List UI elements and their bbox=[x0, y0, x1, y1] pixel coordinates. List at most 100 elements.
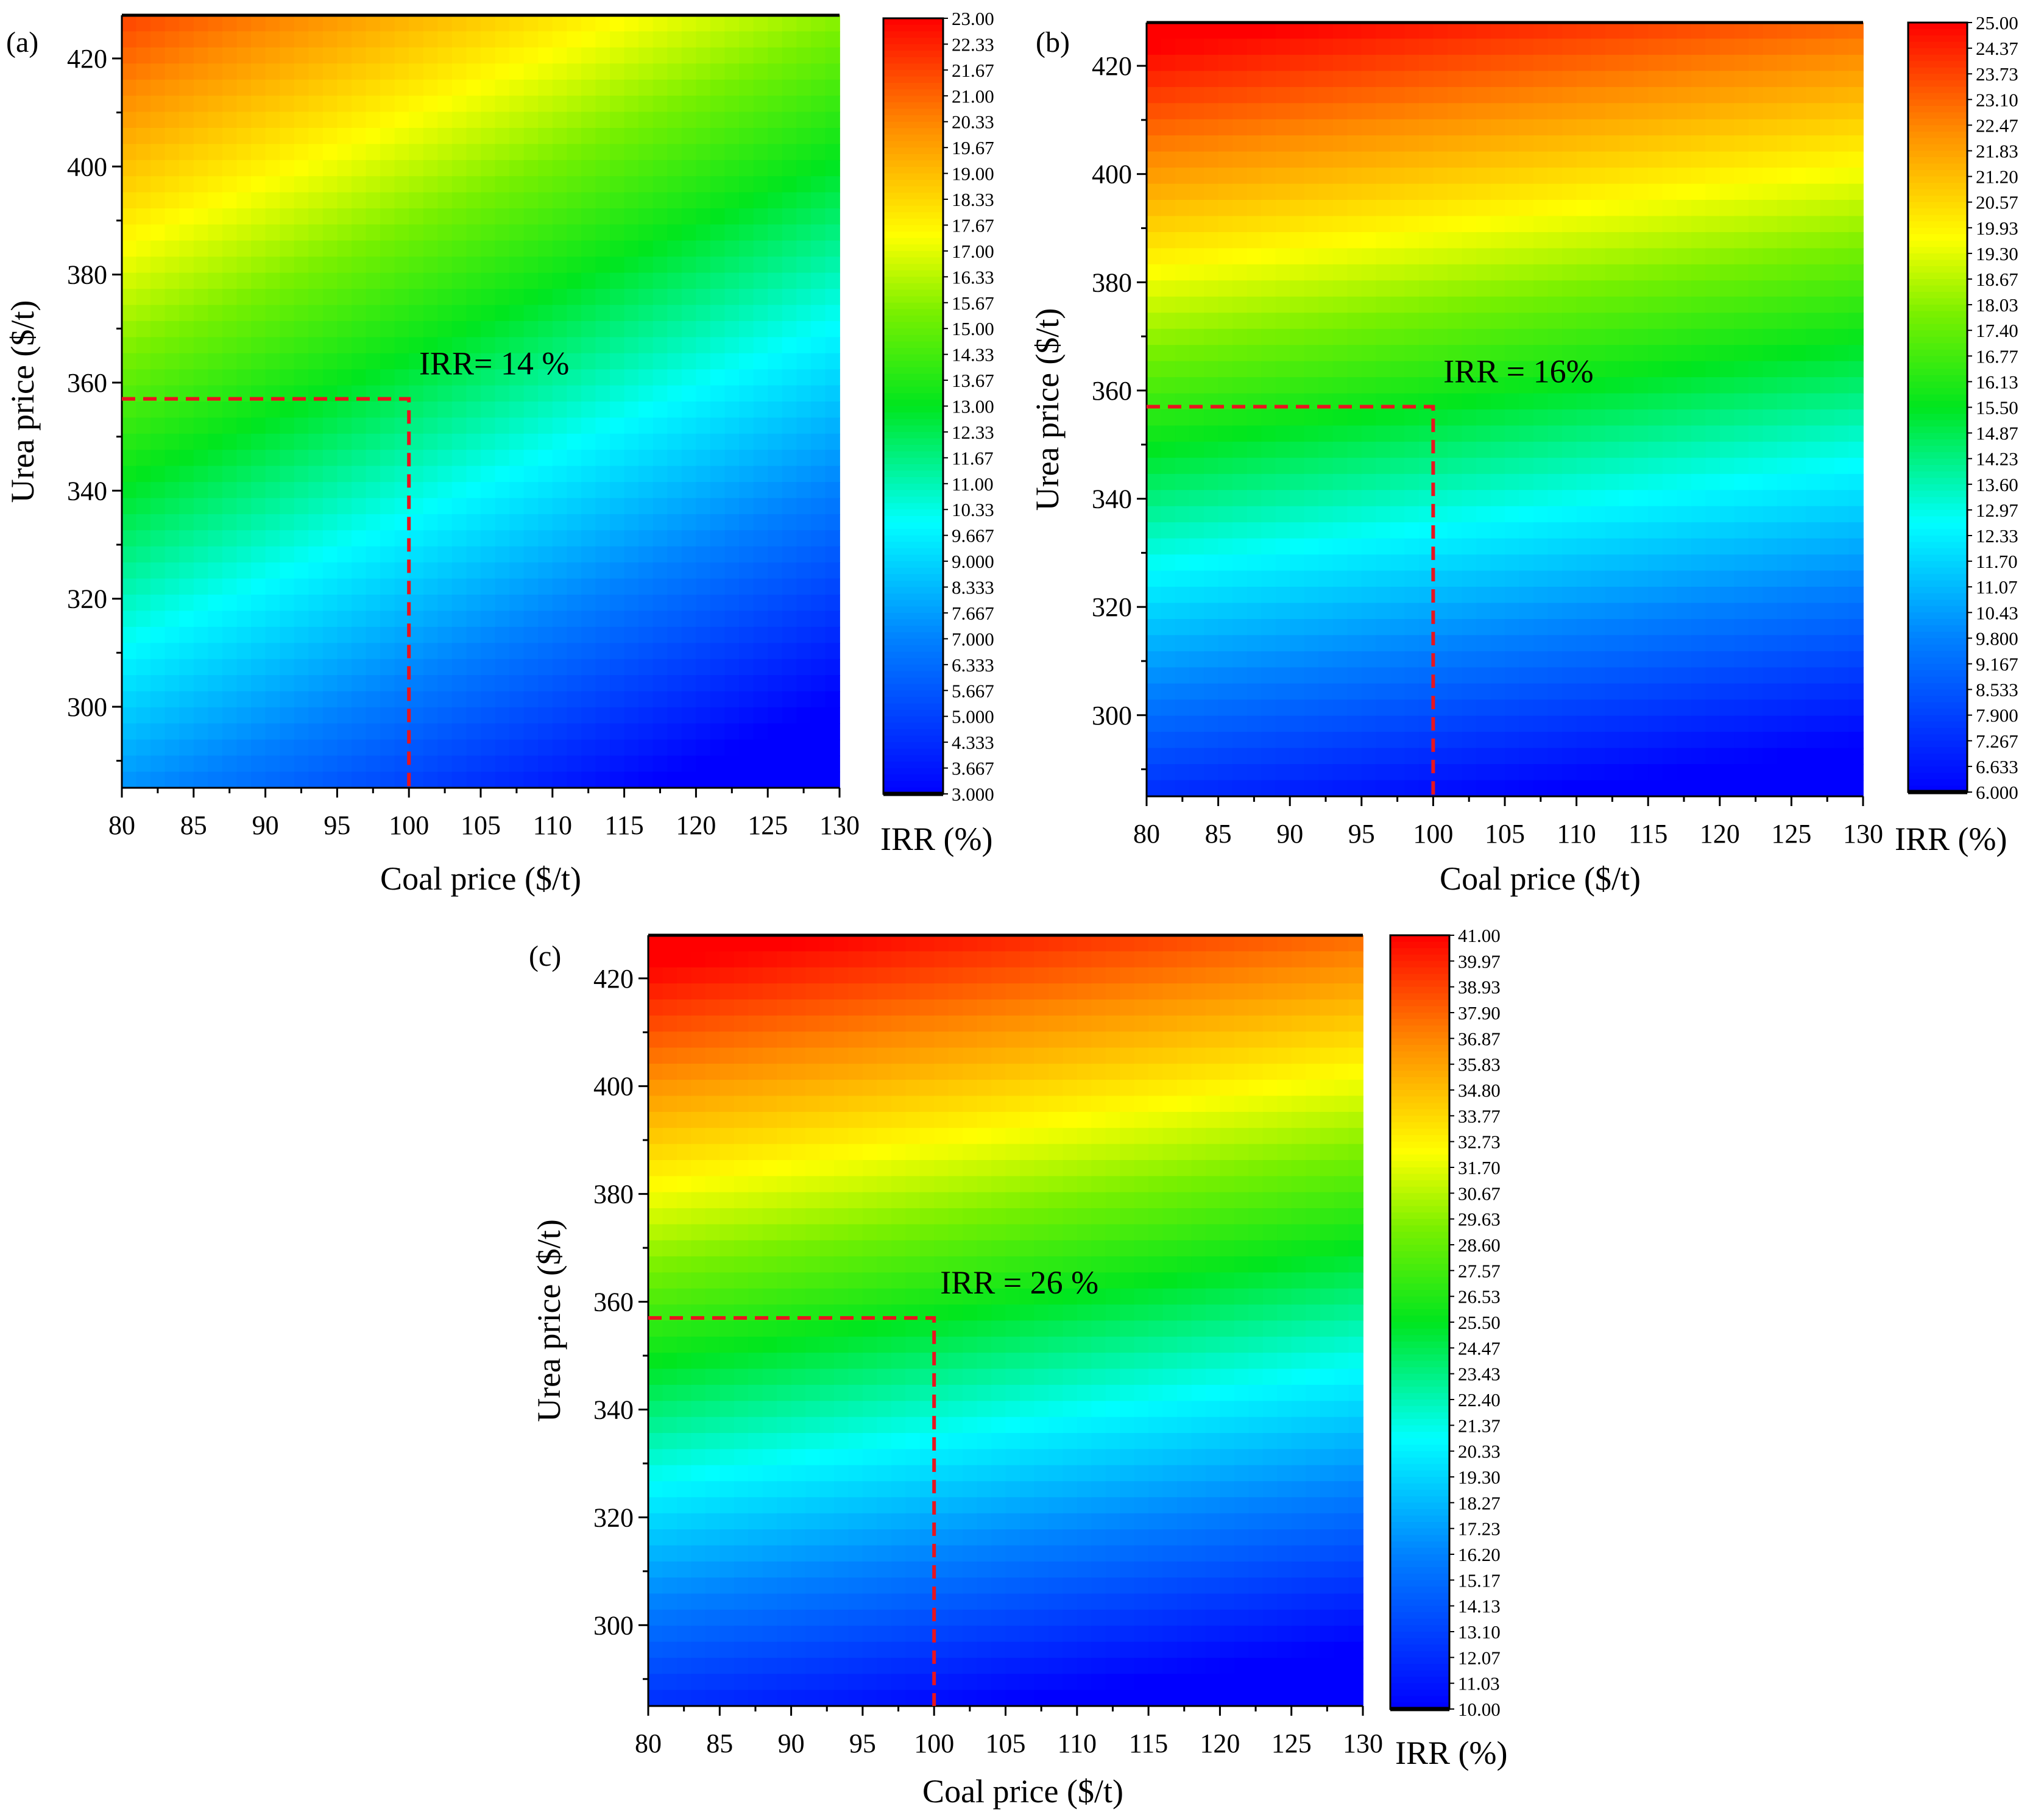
heatmap-cell bbox=[495, 337, 511, 354]
heatmap-cell bbox=[1834, 313, 1850, 330]
heatmap-cell bbox=[753, 208, 769, 225]
heatmap-cell bbox=[1662, 345, 1678, 362]
heatmap-cell bbox=[523, 595, 539, 612]
heatmap-cell bbox=[308, 707, 324, 724]
heatmap-cell bbox=[1147, 200, 1162, 217]
heatmap-cell bbox=[1189, 570, 1204, 587]
heatmap-cell bbox=[1820, 699, 1835, 717]
heatmap-cell bbox=[1204, 168, 1219, 185]
heatmap-cell bbox=[394, 707, 410, 724]
heatmap-cell bbox=[1376, 748, 1391, 765]
heatmap-cell bbox=[122, 562, 137, 579]
heatmap-cell bbox=[1304, 506, 1320, 523]
colorbar-band bbox=[883, 658, 943, 665]
heatmap-cell bbox=[810, 31, 826, 48]
heatmap-cell bbox=[624, 192, 640, 209]
heatmap-cell bbox=[567, 176, 582, 193]
heatmap-cell bbox=[1691, 328, 1706, 346]
heatmap-cell bbox=[193, 610, 209, 628]
colorbar-band bbox=[883, 218, 943, 226]
heatmap-cell bbox=[1547, 38, 1563, 55]
heatmap-cell bbox=[1261, 458, 1276, 475]
heatmap-cell bbox=[1261, 313, 1276, 330]
heatmap-cell bbox=[538, 272, 553, 289]
heatmap-cell bbox=[351, 353, 367, 370]
colorbar-band bbox=[883, 735, 943, 743]
heatmap-cell bbox=[509, 144, 525, 161]
heatmap-cell bbox=[1232, 618, 1248, 636]
colorbar-band bbox=[883, 18, 943, 26]
heatmap-cell bbox=[710, 79, 726, 96]
heatmap-cell bbox=[1777, 554, 1792, 572]
heatmap-cell bbox=[193, 272, 209, 289]
heatmap-cell bbox=[122, 208, 137, 225]
heatmap-cell bbox=[308, 320, 324, 338]
heatmap-cell bbox=[1261, 264, 1276, 281]
heatmap-cell bbox=[409, 610, 424, 628]
heatmap-cell bbox=[265, 626, 281, 644]
heatmap-cell bbox=[1619, 248, 1635, 265]
heatmap-cell bbox=[1175, 103, 1190, 120]
heatmap-cell bbox=[481, 272, 496, 289]
heatmap-cell bbox=[1763, 425, 1778, 442]
heatmap-cell bbox=[322, 31, 338, 48]
heatmap-cell bbox=[236, 417, 252, 434]
heatmap-cell bbox=[380, 15, 395, 32]
heatmap-cell bbox=[351, 756, 367, 773]
heatmap-cell bbox=[681, 289, 697, 306]
heatmap-cell bbox=[1275, 103, 1291, 120]
heatmap-cell bbox=[1805, 441, 1821, 459]
heatmap-cell bbox=[1418, 635, 1434, 652]
heatmap-cell bbox=[710, 176, 726, 193]
heatmap-cell bbox=[1576, 441, 1592, 459]
heatmap-cell bbox=[1648, 23, 1663, 40]
heatmap-cell bbox=[1519, 151, 1534, 169]
heatmap-cell bbox=[208, 337, 223, 354]
heatmap-cell bbox=[739, 385, 754, 402]
heatmap-cell bbox=[1576, 603, 1592, 620]
heatmap-cell bbox=[1519, 200, 1534, 217]
heatmap-cell bbox=[1562, 732, 1577, 749]
heatmap-cell bbox=[1332, 280, 1348, 297]
heatmap-cell bbox=[1318, 38, 1334, 55]
heatmap-cell bbox=[193, 353, 209, 370]
heatmap-cell bbox=[1232, 715, 1248, 733]
heatmap-cell bbox=[179, 353, 194, 370]
heatmap-cell bbox=[423, 96, 439, 113]
heatmap-cell bbox=[423, 31, 439, 48]
heatmap-cell bbox=[552, 659, 568, 676]
heatmap-cell bbox=[437, 465, 453, 483]
heatmap-cell bbox=[1290, 458, 1305, 475]
heatmap-cell bbox=[437, 160, 453, 177]
heatmap-cell bbox=[552, 224, 568, 241]
heatmap-cell bbox=[1777, 538, 1792, 556]
heatmap-cell bbox=[753, 643, 769, 660]
colorbar-band bbox=[883, 742, 943, 749]
heatmap-cell bbox=[710, 369, 726, 386]
heatmap-cell bbox=[724, 79, 740, 96]
heatmap-cell bbox=[1705, 667, 1720, 684]
heatmap-cell bbox=[810, 562, 826, 579]
heatmap-cell bbox=[1433, 38, 1448, 55]
heatmap-cell bbox=[193, 675, 209, 692]
heatmap-cell bbox=[451, 353, 467, 370]
heatmap-cell bbox=[710, 595, 726, 612]
colorbar-band bbox=[883, 451, 943, 459]
heatmap-cell bbox=[1605, 345, 1621, 362]
heatmap-cell bbox=[1290, 313, 1305, 330]
heatmap-cell bbox=[136, 144, 152, 161]
heatmap-cell bbox=[552, 127, 568, 145]
heatmap-cell bbox=[1791, 168, 1806, 185]
heatmap-cell bbox=[610, 739, 625, 757]
heatmap-cell bbox=[825, 530, 840, 547]
heatmap-cell bbox=[1791, 216, 1806, 233]
heatmap-cell bbox=[1147, 699, 1162, 717]
heatmap-cell bbox=[1547, 651, 1563, 668]
heatmap-cell bbox=[1547, 71, 1563, 88]
heatmap-cell bbox=[1347, 361, 1362, 378]
heatmap-cell bbox=[265, 417, 281, 434]
heatmap-cell bbox=[164, 63, 180, 80]
heatmap-cell bbox=[1275, 732, 1291, 749]
heatmap-cell bbox=[1332, 248, 1348, 265]
heatmap-cell bbox=[509, 723, 525, 740]
